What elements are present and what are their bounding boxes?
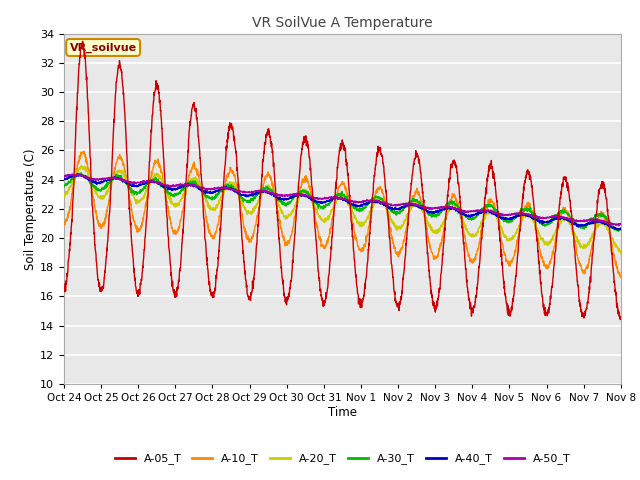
X-axis label: Time: Time xyxy=(328,406,357,419)
Legend: A-05_T, A-10_T, A-20_T, A-30_T, A-40_T, A-50_T: A-05_T, A-10_T, A-20_T, A-30_T, A-40_T, … xyxy=(110,449,575,469)
Text: VR_soilvue: VR_soilvue xyxy=(70,42,137,53)
Title: VR SoilVue A Temperature: VR SoilVue A Temperature xyxy=(252,16,433,30)
Y-axis label: Soil Temperature (C): Soil Temperature (C) xyxy=(24,148,37,270)
